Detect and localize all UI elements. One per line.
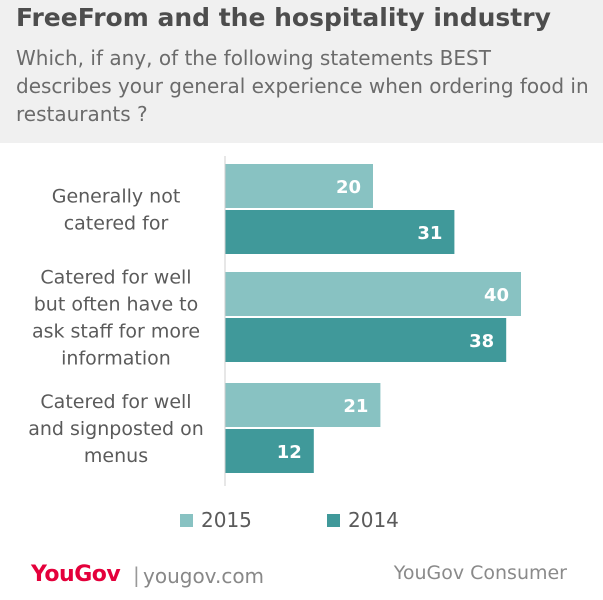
legend-label-2014: 2014	[348, 508, 399, 532]
legend: 2015 2014	[0, 508, 603, 538]
value-label-2014-2: 12	[277, 442, 302, 463]
footer-source: YouGov Consumer	[393, 562, 567, 584]
yougov-logo: YouGov	[31, 562, 121, 587]
category-label-1-0: Catered for well	[40, 267, 191, 289]
legend-swatch-2015	[180, 513, 193, 527]
value-label-2014-0: 31	[417, 223, 442, 244]
category-label-2-2: menus	[84, 445, 148, 467]
value-label-2014-1: 38	[469, 331, 494, 352]
header-band: FreeFrom and the hospitality industry Wh…	[0, 0, 603, 143]
category-label-0-1: catered for	[64, 213, 169, 235]
category-label-0-0: Generally not	[52, 186, 181, 208]
category-label-2-1: and signposted on	[28, 418, 204, 440]
chart-title: FreeFrom and the hospitality industry	[16, 3, 551, 32]
legend-item-2014: 2014	[327, 508, 399, 532]
category-label-1-3: information	[61, 348, 171, 370]
bar-chart: 20 31 Generally not catered for 40 38 Catered …	[28, 156, 521, 486]
legend-label-2015: 2015	[201, 508, 252, 532]
footer-site: yougov.com	[143, 564, 265, 588]
bar-2015-1	[225, 272, 521, 316]
bar-2014-1	[225, 318, 507, 362]
footer-separator: |	[133, 563, 140, 587]
footer: YouGov | yougov.com YouGov Consumer	[0, 560, 603, 590]
bar-2014-0	[225, 210, 455, 254]
bar-2014-2	[225, 429, 314, 473]
chart-subtitle: Which, if any, of the following statemen…	[16, 46, 589, 126]
value-label-2015-0: 20	[336, 177, 361, 198]
category-label-2-0: Catered for well	[40, 391, 191, 413]
category-label-1-2: ask staff for more	[32, 321, 200, 343]
bar-2015-0	[225, 164, 373, 208]
bar-2015-2	[225, 383, 381, 427]
value-label-2015-1: 40	[484, 285, 509, 306]
value-label-2015-2: 21	[343, 396, 368, 417]
legend-swatch-2014	[327, 513, 340, 527]
legend-item-2015: 2015	[180, 508, 252, 532]
category-label-1-1: but often have to	[34, 294, 199, 316]
